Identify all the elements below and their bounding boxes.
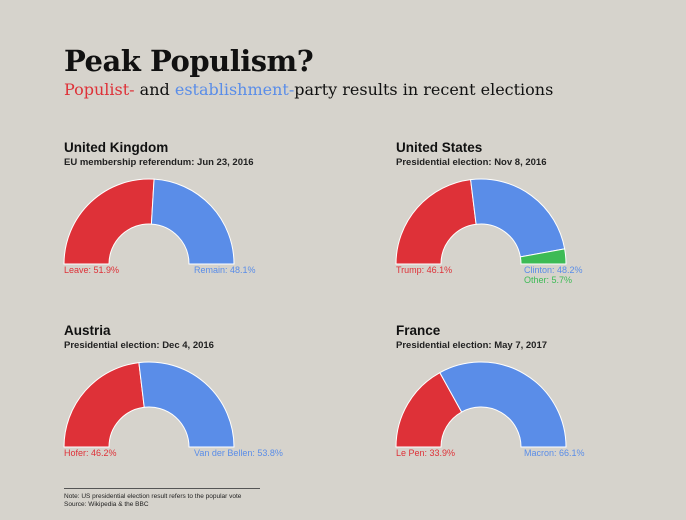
- slice-hofer: [63, 362, 145, 448]
- label-leave: Leave: 51.9%: [64, 265, 120, 275]
- chart-country-name: United States: [396, 140, 483, 155]
- chart-election-description: Presidential election: May 7, 2017: [396, 340, 548, 351]
- subtitle-and: and: [134, 80, 175, 99]
- chart-united-kingdom: United Kingdom EU membership referendum:…: [63, 140, 324, 290]
- slice-remain: [150, 178, 235, 265]
- footnote-note: Note: US presidential election result re…: [64, 493, 242, 500]
- label-macron: Macron: 66.1%: [524, 448, 585, 458]
- slice-macron: [439, 361, 567, 448]
- label-trump: Trump: 46.1%: [396, 265, 453, 275]
- chart-france: France Presidential election: May 7, 201…: [395, 323, 656, 473]
- footnote-source: Source: Wikipedia & the BBC: [64, 500, 149, 508]
- slice-clinton: [470, 178, 566, 258]
- slice-leave: [63, 178, 155, 265]
- label-hofer: Hofer: 46.2%: [64, 448, 117, 458]
- semicircle-chart-svg: [395, 178, 567, 265]
- label-clinton: Clinton: 48.2%: [524, 265, 583, 275]
- subtitle-populist: Populist-: [64, 80, 135, 99]
- label-remain: Remain: 48.1%: [194, 265, 256, 275]
- chart-title: Peak Populism?: [64, 44, 314, 78]
- chart-election-description: Presidential election: Dec 4, 2016: [64, 340, 214, 351]
- slice-van-der-bellen: [138, 361, 235, 448]
- semicircle-chart-svg: [63, 178, 235, 265]
- chart-subtitle: Populist- and establishment-party result…: [64, 80, 553, 99]
- semicircle-chart-svg: [395, 361, 567, 448]
- chart-election-description: EU membership referendum: Jun 23, 2016: [64, 157, 254, 168]
- semicircle-chart-svg: [63, 361, 235, 448]
- chart-austria: Austria Presidential election: Dec 4, 20…: [63, 323, 324, 473]
- label-van-der-bellen: Van der Bellen: 53.8%: [194, 448, 283, 458]
- chart-country-name: Austria: [64, 323, 111, 338]
- label-other: Other: 5.7%: [524, 275, 573, 285]
- chart-country-name: France: [396, 323, 441, 338]
- subtitle-rest: party results in recent elections: [294, 80, 554, 99]
- subtitle-establishment: establishment-: [174, 80, 295, 99]
- chart-country-name: United Kingdom: [64, 140, 169, 155]
- label-le-pen: Le Pen: 33.9%: [396, 448, 456, 458]
- slice-trump: [395, 179, 477, 265]
- footnote: Note: US presidential election result re…: [64, 488, 260, 508]
- chart-election-description: Presidential election: Nov 8, 2016: [396, 157, 547, 168]
- slice-other: [519, 248, 567, 265]
- chart-united-states: United States Presidential election: Nov…: [395, 140, 656, 290]
